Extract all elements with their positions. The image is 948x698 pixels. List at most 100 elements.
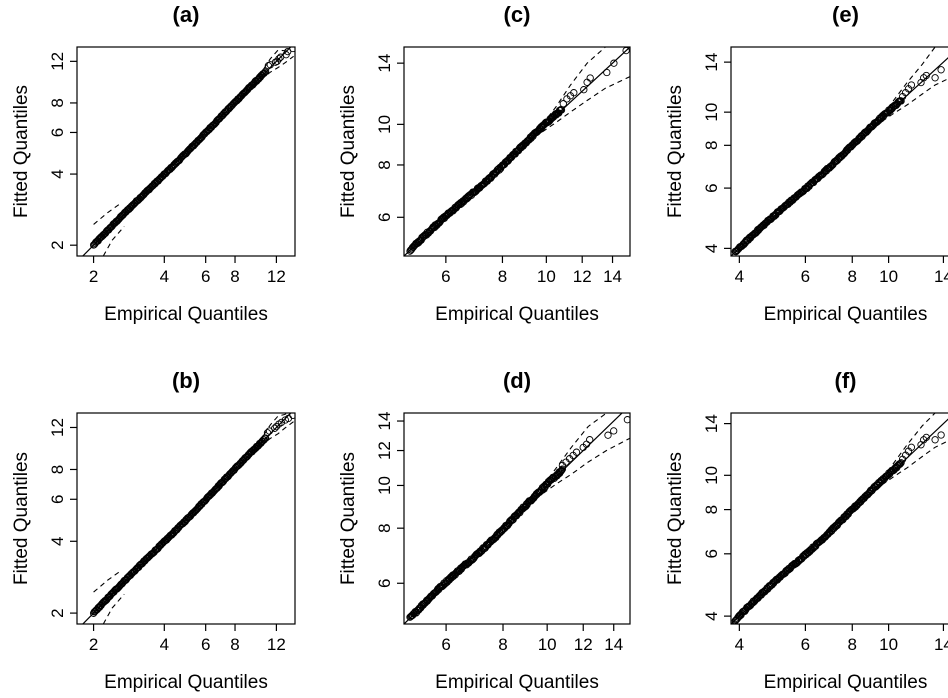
plot-area: [404, 47, 630, 256]
data-point: [586, 436, 594, 444]
x-tick-label: 4: [160, 267, 169, 286]
y-axis-label: Fitted Quantiles: [665, 85, 686, 218]
data-point: [610, 427, 618, 435]
x-tick-label: 4: [735, 635, 744, 654]
y-tick-label: 4: [48, 537, 67, 546]
y-tick-label: 2: [48, 608, 67, 617]
panel-a: (a) 2 4 6 8 12 2 4 6 8 12 Empirical Quantiles Fitted…: [11, 2, 296, 325]
data-point: [907, 443, 916, 451]
y-tick-label: 6: [375, 213, 394, 222]
y-tick-label: 8: [375, 523, 394, 532]
data-point: [920, 436, 928, 444]
y-tick-label: 14: [702, 414, 721, 433]
y-axis-label: Fitted Quantiles: [338, 85, 359, 218]
x-tick-label: 10: [538, 635, 557, 654]
data-point: [275, 55, 283, 63]
panel-f: (f) 4 6 8 10 14 4 6 8 10 14 Empirical Quantiles Fitt…: [665, 368, 948, 693]
data-point: [937, 431, 945, 439]
y-tick-label: 8: [375, 160, 394, 169]
y-tick-label: 10: [702, 103, 721, 122]
data-point: [284, 47, 292, 56]
plot-area: [81, 47, 295, 256]
y-tick-label: 12: [48, 418, 67, 437]
plot-frame: [730, 46, 948, 257]
data-point: [896, 459, 905, 468]
x-tick-label: 2: [89, 267, 98, 286]
x-axis-label: Empirical Quantiles: [104, 672, 268, 693]
data-point: [272, 422, 281, 431]
panel-e: (e) 4 6 8 10 14 4 6 8 10 14 Empirical Quantiles Fitt…: [665, 2, 948, 325]
lower-confidence-band-low: [102, 226, 125, 256]
upper-confidence-band: [542, 413, 630, 486]
y-tick-label: 10: [375, 115, 394, 134]
x-tick-label: 6: [801, 635, 810, 654]
x-tick-label: 14: [603, 267, 622, 286]
plot-frame: [730, 412, 948, 625]
data-point: [931, 74, 939, 82]
y-tick-label: 8: [702, 505, 721, 514]
data-point: [583, 78, 591, 86]
data-point: [922, 433, 930, 442]
x-tick-label: 10: [879, 267, 898, 286]
data-point: [610, 59, 618, 67]
upper-confidence-band-low: [93, 203, 121, 225]
lower-confidence-band: [542, 437, 630, 494]
data-point: [261, 434, 270, 442]
y-tick-label: 6: [702, 183, 721, 192]
y-axis-label: Fitted Quantiles: [665, 452, 686, 585]
y-tick-label: 14: [375, 412, 394, 431]
plot-frame: [76, 46, 296, 257]
lower-confidence-band: [542, 76, 630, 133]
x-axis-label: Empirical Quantiles: [764, 672, 928, 693]
plot-frame: [76, 412, 296, 625]
y-tick-label: 6: [375, 579, 394, 588]
data-point: [260, 69, 268, 77]
y-tick-label: 14: [375, 54, 394, 73]
y-tick-label: 4: [48, 169, 67, 178]
x-tick-label: 8: [498, 267, 507, 286]
y-tick-label: 10: [702, 466, 721, 485]
x-tick-label: 2: [89, 635, 98, 654]
data-point: [920, 74, 928, 82]
data-point: [558, 466, 566, 474]
data-point: [277, 418, 286, 427]
y-tick-label: 14: [702, 53, 721, 72]
data-point: [937, 66, 945, 74]
data-point: [562, 458, 570, 466]
y-axis-label: Fitted Quantiles: [11, 452, 32, 585]
x-axis-label: Empirical Quantiles: [764, 304, 928, 325]
data-point: [558, 465, 567, 473]
x-tick-label: 8: [848, 635, 857, 654]
y-tick-label: 8: [48, 98, 67, 107]
panel-title: (a): [173, 2, 200, 27]
data-point: [897, 97, 905, 105]
data-point: [572, 448, 581, 456]
data-point: [922, 71, 930, 80]
y-tick-label: 12: [48, 52, 67, 71]
x-tick-label: 12: [574, 635, 593, 654]
y-tick-label: 8: [702, 141, 721, 150]
x-tick-label: 6: [801, 267, 810, 286]
x-tick-label: 4: [735, 267, 744, 286]
panel-b: (b) 2 4 6 8 12 2 4 6 8 12 Empirical Quantiles Fitted…: [11, 368, 296, 693]
plot-area: [731, 413, 948, 624]
data-point: [289, 413, 295, 419]
x-tick-label: 6: [201, 267, 210, 286]
y-tick-label: 4: [702, 244, 721, 253]
upper-confidence-band: [881, 413, 948, 479]
x-tick-label: 14: [604, 635, 623, 654]
x-tick-label: 8: [498, 635, 507, 654]
x-tick-label: 12: [267, 635, 286, 654]
y-axis-label: Fitted Quantiles: [338, 452, 359, 585]
y-tick-label: 6: [48, 495, 67, 504]
data-point: [263, 429, 272, 437]
y-axis-label: Fitted Quantiles: [11, 85, 32, 218]
x-tick-label: 10: [879, 635, 898, 654]
y-tick-label: 4: [702, 611, 721, 620]
data-point: [604, 431, 612, 439]
y-tick-label: 2: [48, 240, 67, 249]
panel-title: (f): [835, 368, 857, 393]
x-tick-label: 12: [573, 267, 592, 286]
data-point: [580, 86, 588, 94]
